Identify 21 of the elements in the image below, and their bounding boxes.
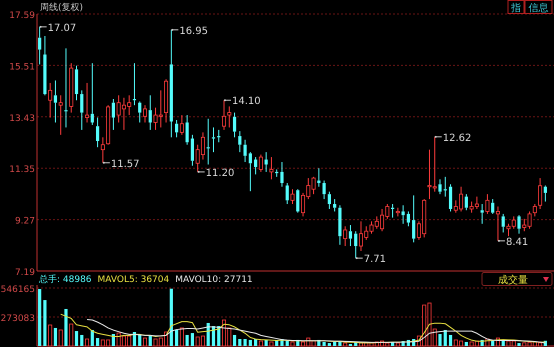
y-tick-label: 13.43: [9, 114, 35, 124]
annotation: 14.10: [232, 96, 261, 108]
y-tick-label: 11.35: [9, 165, 35, 176]
y-tick-label: 15.51: [9, 62, 35, 72]
y-tick-label: 7.19: [14, 268, 36, 278]
chart-title: 周线(复权): [40, 2, 84, 13]
legend: 总手: 48986 MAVOL5: 36704 MAVOL10: 27711: [39, 275, 253, 285]
annotation: 16.95: [179, 26, 208, 37]
annotation: 7.71: [364, 254, 386, 266]
annotation: 指: [510, 2, 521, 14]
annotation: 11.20: [206, 168, 234, 179]
annotation: 11.57: [110, 158, 140, 170]
y-tick-label: 9.27: [14, 216, 35, 227]
annotation: 成交量: [498, 274, 528, 286]
y-tick-label: 17.59: [9, 11, 36, 21]
annotation: 8.41: [506, 236, 528, 248]
annotation: 17.07: [48, 22, 76, 34]
y-tick-label: 273083: [0, 314, 35, 324]
y-tick-label: 546165: [0, 285, 35, 296]
annotation: 信息: [528, 2, 548, 14]
annotation: 12.62: [442, 132, 472, 144]
